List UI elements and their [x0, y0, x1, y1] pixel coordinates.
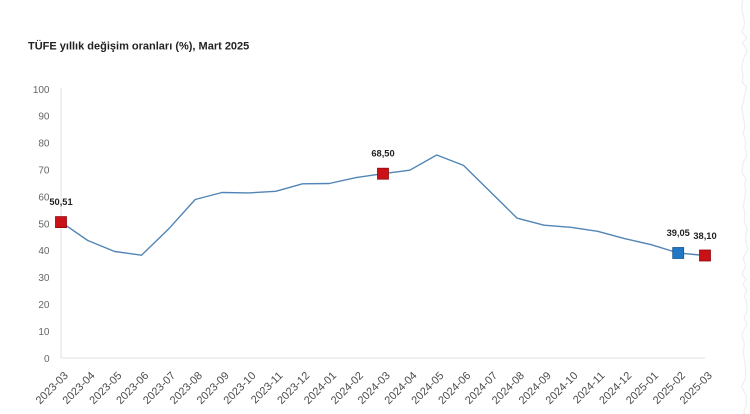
svg-text:68,50: 68,50 [371, 148, 394, 158]
svg-text:39,05: 39,05 [667, 228, 690, 238]
svg-text:50: 50 [38, 219, 50, 230]
svg-text:80: 80 [38, 139, 50, 150]
svg-text:TÜFE yıllık değişim oranları (: TÜFE yıllık değişim oranları (%), Mart 2… [28, 40, 249, 53]
svg-text:100: 100 [33, 85, 50, 96]
svg-text:38,10: 38,10 [693, 231, 716, 241]
svg-text:60: 60 [38, 192, 50, 203]
svg-text:40: 40 [38, 246, 50, 257]
svg-text:0: 0 [44, 354, 50, 365]
svg-text:20: 20 [38, 300, 50, 311]
svg-text:50,51: 50,51 [49, 197, 72, 207]
svg-text:10: 10 [38, 327, 50, 338]
svg-text:70: 70 [38, 166, 50, 177]
svg-text:90: 90 [38, 112, 50, 123]
svg-text:30: 30 [38, 273, 50, 284]
